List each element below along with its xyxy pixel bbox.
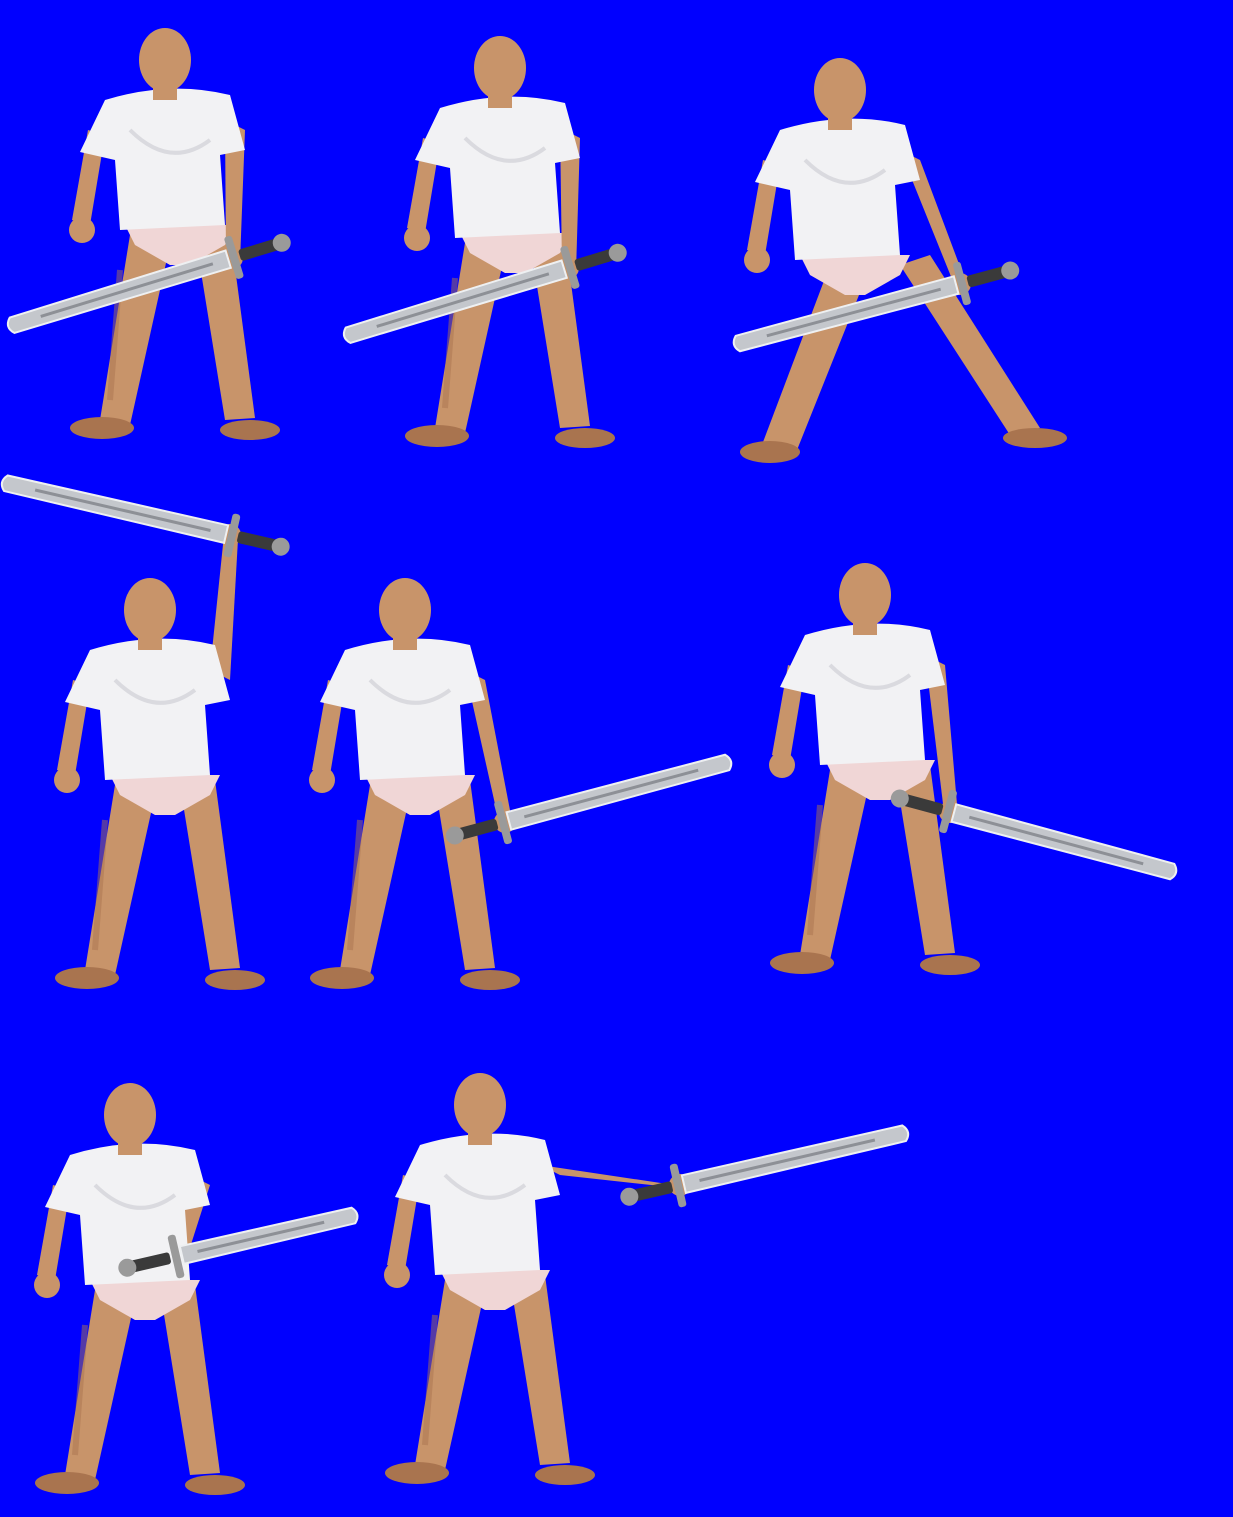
sword-grip [902, 794, 944, 816]
sword [342, 243, 627, 344]
head [124, 578, 176, 642]
arm-sword [925, 655, 958, 816]
sword-pommel [272, 233, 291, 252]
briefs [90, 1280, 200, 1320]
shirt [45, 1143, 210, 1285]
sprite-frame-7 [34, 1083, 359, 1495]
sword-pommel [271, 537, 290, 556]
sword-crossguard [224, 235, 244, 279]
sword-crossguard [669, 1163, 687, 1208]
sword [890, 789, 1178, 881]
sprite-frame-5 [309, 578, 733, 990]
sword-crossguard [560, 245, 580, 289]
character-body [384, 1073, 691, 1485]
briefs [800, 255, 910, 295]
briefs [125, 225, 235, 265]
head [474, 36, 526, 100]
shirt [320, 638, 485, 780]
arm-sword [225, 120, 245, 262]
sword-pommel [608, 243, 627, 262]
sword-pommel [118, 1258, 137, 1277]
sword [732, 261, 1020, 353]
sword-fuller [968, 815, 1144, 866]
shirt [65, 638, 230, 780]
sword-grip [238, 238, 279, 261]
sword-crossguard [494, 800, 512, 845]
character-body [69, 28, 280, 440]
sprite-frame-4 [0, 474, 290, 990]
sword [445, 753, 733, 845]
head [454, 1073, 506, 1137]
sword-grip [966, 266, 1008, 288]
sword-pommel [1001, 261, 1020, 280]
sprite-frame-6 [769, 563, 1178, 975]
sword-fuller [766, 287, 942, 338]
arm-sword [210, 535, 238, 680]
character-body [769, 563, 980, 975]
arm-sword [540, 1165, 688, 1189]
sword-pommel [620, 1187, 639, 1206]
head [839, 563, 891, 627]
legs [740, 255, 1067, 463]
legs [310, 780, 520, 990]
shirt [755, 118, 920, 260]
sword-pommel [890, 789, 909, 808]
briefs [460, 233, 570, 273]
arm-sword [900, 150, 968, 288]
sword-grip [574, 248, 615, 271]
sword-fuller [40, 262, 214, 318]
briefs [440, 1270, 550, 1310]
legs [385, 1275, 595, 1485]
sword [118, 1206, 359, 1279]
shirt [80, 88, 245, 230]
briefs [825, 760, 935, 800]
briefs [365, 775, 475, 815]
sword-grip [130, 1252, 171, 1273]
sword [0, 474, 290, 558]
head [814, 58, 866, 122]
head [139, 28, 191, 92]
sword [6, 233, 291, 334]
sprite-frame-2 [342, 36, 627, 448]
character-body [34, 1083, 245, 1495]
head [379, 578, 431, 642]
sword-fuller [34, 488, 211, 532]
sword-crossguard [939, 789, 957, 834]
sword-fuller [376, 272, 550, 328]
shirt [780, 623, 945, 765]
sword-grip [632, 1181, 673, 1202]
legs [35, 1285, 245, 1495]
sword-fuller [699, 1138, 876, 1182]
arm-sword [465, 670, 513, 826]
shirt [415, 96, 580, 238]
sword-fuller [523, 768, 699, 819]
legs [770, 765, 980, 975]
character-body [740, 58, 1067, 463]
sprite-frame-3 [732, 58, 1067, 463]
sword-pommel [445, 826, 464, 845]
sword-crossguard [953, 261, 971, 306]
sword-crossguard [167, 1234, 185, 1279]
sprite-frame-1 [6, 28, 291, 440]
legs [55, 780, 265, 990]
character-body [309, 578, 520, 990]
sword-grip [457, 818, 499, 840]
briefs [110, 775, 220, 815]
sprite-frame-8 [384, 1073, 910, 1485]
character-body [54, 524, 265, 990]
arm-sword [560, 128, 580, 272]
head [104, 1083, 156, 1147]
sword-crossguard [223, 513, 241, 558]
sword-fuller [197, 1220, 325, 1253]
shirt [395, 1133, 560, 1275]
sword-grip [237, 531, 278, 552]
sword [620, 1124, 910, 1208]
character-body [404, 36, 615, 448]
